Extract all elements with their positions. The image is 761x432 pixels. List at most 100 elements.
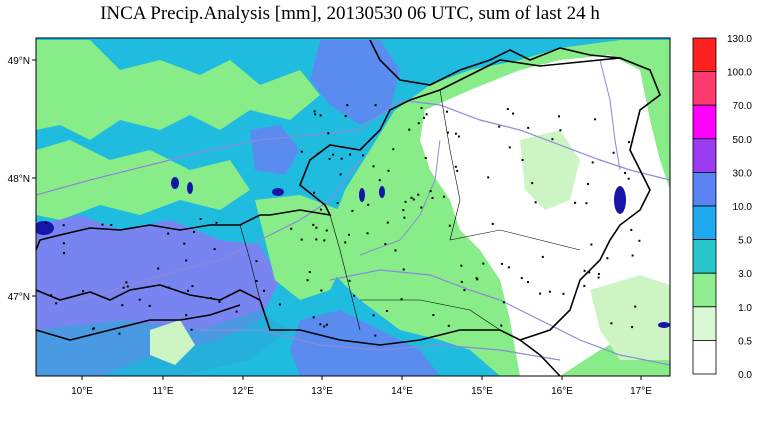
station-dot [425, 113, 428, 116]
station-dot [346, 104, 349, 107]
state-border-tyrol-salzburg [239, 224, 261, 301]
station-dot [612, 151, 615, 154]
station-dot [191, 285, 194, 288]
station-dot [586, 183, 589, 185]
station-dot [313, 110, 316, 113]
map-frame [35, 37, 671, 377]
colorbar-swatch [692, 71, 717, 106]
station-dot [125, 281, 128, 284]
station-dot [403, 216, 406, 219]
station-dot [590, 243, 593, 246]
station-dot [50, 294, 53, 297]
station-dot [412, 198, 415, 201]
colorbar-swatch [692, 239, 717, 274]
colorbar-swatch [692, 306, 717, 341]
station-dot [597, 276, 600, 279]
station-dot [512, 112, 515, 115]
state-border-salzburg-styria [329, 214, 361, 331]
station-dot [402, 209, 405, 212]
station-dot [332, 153, 335, 156]
lon-tick-label: 16°E [551, 386, 573, 397]
station-dot [372, 314, 375, 317]
station-dot [385, 310, 388, 312]
station-dot [340, 157, 343, 160]
station-dot [315, 238, 318, 241]
colorbar-label: 0.0 [738, 370, 752, 381]
river-danube [36, 99, 670, 196]
colorbar-label: 10.0 [733, 202, 753, 213]
station-dot [408, 128, 411, 131]
station-dot [327, 132, 330, 135]
station-dot [316, 152, 319, 155]
colorbar: 130.0 100.0 70.0 50.0 30.0 10.0 5.0 3.0 1.0 0.5 0.… [692, 34, 753, 381]
colorbar-swatch [692, 205, 717, 240]
station-dot [315, 226, 318, 229]
station-dot [314, 113, 317, 116]
lat-tick-label: 47°N [8, 292, 30, 303]
station-dot [531, 182, 534, 185]
austria-border [35, 57, 661, 346]
station-dot [183, 242, 186, 245]
station-dot [325, 323, 328, 326]
station-dot [500, 324, 503, 327]
station-dot [498, 125, 501, 128]
station-dot [255, 260, 258, 263]
station-dot [344, 241, 347, 244]
station-dot [417, 122, 420, 125]
station-dot [591, 161, 594, 164]
lake-attersee [359, 188, 365, 202]
station-dot [319, 208, 322, 211]
lon-tick-label: 17°E [630, 386, 652, 397]
station-dot [541, 255, 544, 258]
lake-traunsee [379, 186, 385, 198]
lake-ammersee [171, 177, 179, 189]
station-dot [520, 277, 523, 280]
lake-chiemsee [272, 188, 284, 196]
lon-tick-label: 14°E [391, 386, 413, 397]
station-dot [527, 281, 529, 284]
station-dot [63, 252, 65, 255]
station-dot [476, 278, 479, 281]
longitude-axis: 10°E 11°E 12°E 13°E 14°E 15°E 16°E 17°E [71, 376, 652, 397]
station-dot [218, 300, 221, 303]
station-dot [431, 197, 434, 199]
station-dot [442, 195, 445, 198]
station-dot [631, 326, 634, 329]
station-dot [323, 325, 326, 328]
precipitation-field [36, 38, 670, 376]
station-dot [323, 239, 326, 242]
station-dot [447, 324, 450, 327]
station-dot [82, 290, 84, 293]
river-mur [329, 269, 670, 366]
colorbar-label: 100.0 [727, 68, 752, 79]
precip-zone-lightgreen-east [520, 130, 580, 210]
station-dot [558, 115, 560, 118]
station-dot [475, 277, 478, 280]
lake-starnberg [187, 182, 193, 194]
station-dot [559, 129, 562, 132]
station-dot [606, 257, 609, 260]
station-dot [585, 202, 588, 205]
colorbar-label: 50.0 [733, 135, 753, 146]
colorbar-label: 3.0 [738, 269, 752, 280]
station-dot [378, 179, 381, 182]
station-dot [539, 292, 542, 295]
station-dot [190, 328, 193, 331]
slovenia-border [519, 339, 561, 377]
precip-zone-green-northwest [36, 140, 250, 220]
station-dot [366, 232, 369, 235]
station-dot [402, 268, 405, 271]
station-dot [336, 202, 339, 204]
station-dot [351, 209, 354, 212]
station-dot [319, 323, 322, 326]
station-dot [527, 126, 530, 129]
station-dot [588, 271, 591, 274]
colorbar-label: 70.0 [733, 101, 753, 112]
lake-balaton-edge [658, 322, 670, 328]
station-dot [308, 271, 311, 273]
state-border-upper-lower [439, 89, 461, 241]
station-dot [638, 239, 641, 242]
precip-zone-green-north [36, 40, 320, 140]
lat-tick-label: 49°N [8, 56, 30, 67]
station-dot [122, 286, 125, 289]
